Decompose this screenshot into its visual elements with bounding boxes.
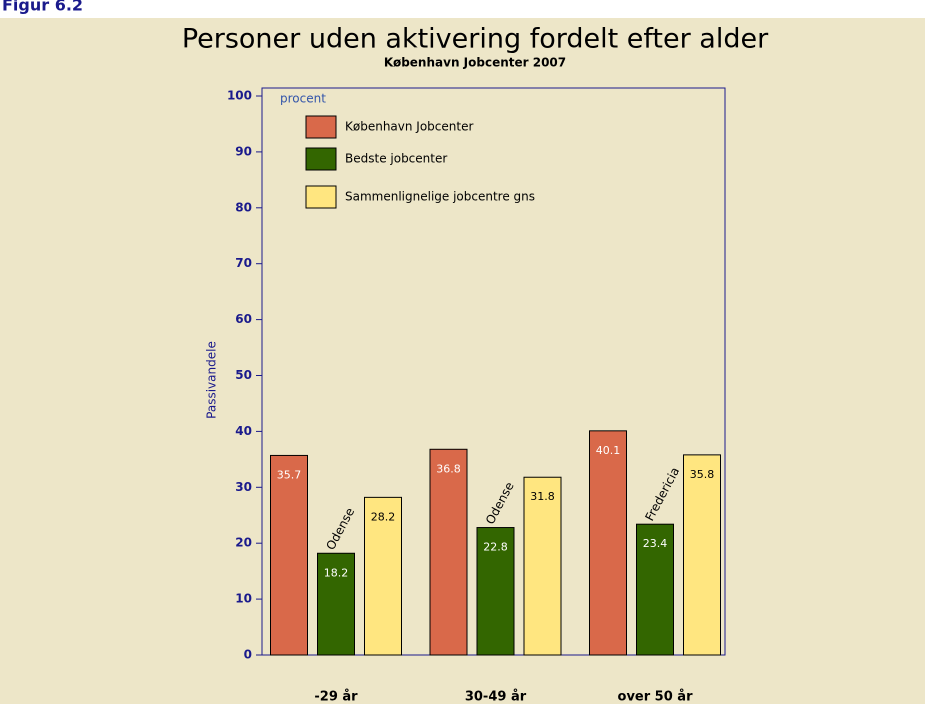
chart-subtitle: København Jobcenter 2007 bbox=[384, 56, 566, 70]
bar bbox=[523, 476, 562, 656]
value-label: 35.7 bbox=[277, 468, 302, 481]
bar bbox=[364, 496, 402, 656]
bar bbox=[683, 454, 721, 656]
legend-swatch bbox=[305, 115, 337, 139]
bar bbox=[270, 454, 308, 656]
chart-title: Personer uden aktivering fordelt efter a… bbox=[182, 24, 769, 55]
x-tick-label: over 50 år bbox=[618, 690, 694, 704]
x-tick-label: -29 år bbox=[314, 690, 358, 704]
value-label: 23.4 bbox=[643, 537, 668, 550]
bar bbox=[636, 523, 674, 656]
y-unit: procent bbox=[280, 92, 326, 106]
y-tick-label: 90 bbox=[235, 144, 252, 158]
y-tick-label: 100 bbox=[227, 89, 252, 103]
legend-label: København Jobcenter bbox=[345, 120, 473, 134]
value-label: 22.8 bbox=[483, 541, 508, 554]
y-tick-label: 60 bbox=[235, 312, 252, 326]
figure-label: Figur 6.2 bbox=[2, 0, 83, 15]
y-tick-label: 70 bbox=[235, 256, 252, 270]
legend-swatch bbox=[305, 185, 337, 209]
y-tick-label: 30 bbox=[235, 480, 252, 494]
value-label: 31.8 bbox=[530, 490, 555, 503]
value-label: 18.2 bbox=[324, 566, 349, 579]
value-label: 40.1 bbox=[596, 444, 621, 457]
legend-label: Bedste jobcenter bbox=[345, 152, 447, 166]
y-axis-label: Passivandele bbox=[205, 341, 219, 419]
bar bbox=[317, 552, 355, 656]
y-tick-label: 40 bbox=[235, 424, 252, 438]
y-tick-label: 50 bbox=[235, 368, 252, 382]
y-tick-label: 80 bbox=[235, 200, 252, 214]
y-tick-label: 20 bbox=[235, 536, 252, 550]
y-tick-label: 0 bbox=[244, 648, 252, 662]
legend-swatch bbox=[305, 147, 337, 171]
value-label: 28.2 bbox=[371, 510, 396, 523]
bar bbox=[429, 448, 468, 656]
legend-label: Sammenlignelige jobcentre gns bbox=[345, 190, 535, 204]
value-label: 35.8 bbox=[690, 468, 715, 481]
value-label: 36.8 bbox=[436, 462, 461, 475]
x-tick-label: 30-49 år bbox=[465, 690, 527, 704]
y-tick-label: 10 bbox=[235, 592, 252, 606]
bar bbox=[476, 527, 515, 656]
bar bbox=[589, 430, 627, 656]
